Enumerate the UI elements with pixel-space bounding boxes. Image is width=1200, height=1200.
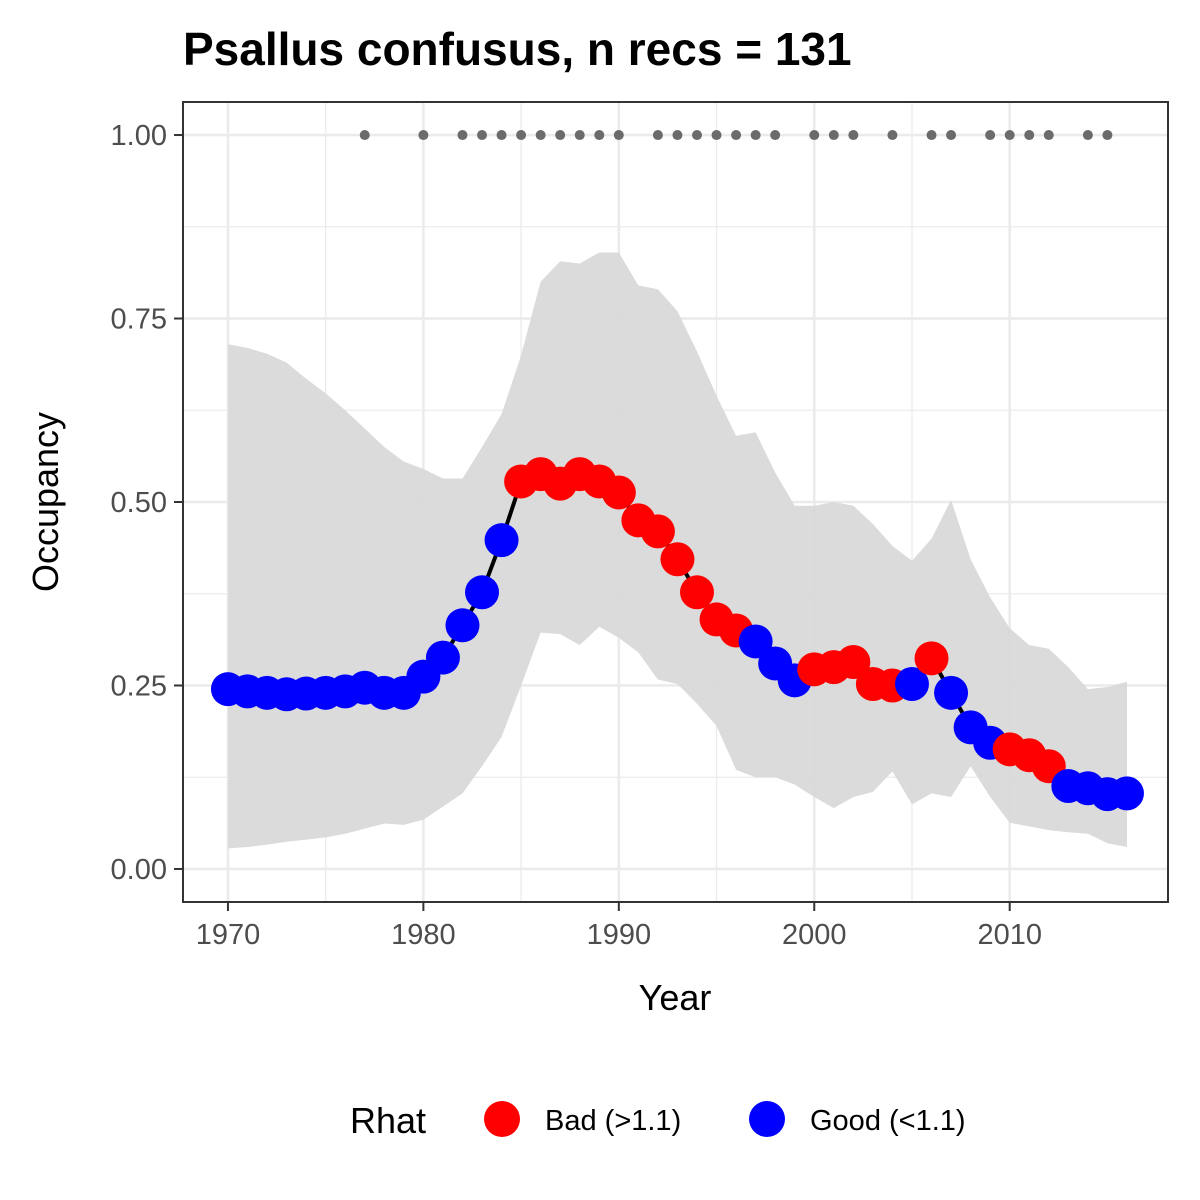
data-point-good xyxy=(934,675,969,710)
record-point xyxy=(887,130,898,141)
data-point-bad xyxy=(836,645,871,679)
record-point xyxy=(750,130,761,141)
record-point xyxy=(985,130,996,141)
data-point-good xyxy=(445,608,480,643)
record-point xyxy=(613,130,624,141)
record-point xyxy=(1043,130,1054,141)
record-point xyxy=(731,130,742,141)
y-axis: 0.00 0.25 0.50 0.75 1.00 xyxy=(111,120,183,886)
record-point xyxy=(457,130,468,141)
record-point xyxy=(770,130,781,141)
legend-title: Rhat xyxy=(350,1100,426,1141)
x-tick-label: 1990 xyxy=(587,919,652,951)
y-tick-label: 0.50 xyxy=(111,487,167,519)
record-point xyxy=(1082,130,1093,141)
data-point-bad xyxy=(601,475,636,510)
x-axis: 1970 1980 1990 2000 2010 xyxy=(196,902,1042,951)
data-point-bad xyxy=(679,575,714,610)
data-point-bad xyxy=(914,641,949,676)
record-point xyxy=(946,130,957,141)
y-axis-title: Occupancy xyxy=(25,412,66,592)
legend-label-good: Good (<1.1) xyxy=(810,1105,966,1137)
chart-title: Psallus confusus, n recs = 131 xyxy=(183,23,852,75)
record-point xyxy=(574,130,585,141)
points-layer xyxy=(210,457,1144,812)
y-tick-label: 0.25 xyxy=(111,670,167,702)
record-point xyxy=(828,130,839,141)
data-point-good xyxy=(1109,776,1144,811)
x-tick-label: 1980 xyxy=(391,919,456,951)
record-point xyxy=(418,130,429,141)
legend-swatch-good xyxy=(749,1101,785,1137)
x-axis-title: Year xyxy=(639,977,712,1018)
record-point xyxy=(516,130,527,141)
record-point xyxy=(711,130,722,141)
legend-label-bad: Bad (>1.1) xyxy=(545,1105,681,1137)
record-point xyxy=(809,130,820,141)
x-tick-label: 2010 xyxy=(977,919,1042,951)
data-point-good xyxy=(484,523,519,558)
record-point xyxy=(652,130,663,141)
record-point xyxy=(1024,130,1035,141)
x-tick-label: 2000 xyxy=(782,919,847,951)
y-tick-label: 0.75 xyxy=(111,304,167,336)
data-point-good xyxy=(738,624,773,659)
record-point xyxy=(496,130,507,141)
legend: Rhat Bad (>1.1) Good (<1.1) xyxy=(350,1100,966,1141)
record-point xyxy=(359,130,370,141)
legend-swatch-bad xyxy=(484,1101,520,1137)
record-point xyxy=(1102,130,1113,141)
data-point-good xyxy=(465,575,500,610)
data-point-bad xyxy=(640,514,675,549)
record-point xyxy=(691,130,702,141)
y-tick-label: 0.00 xyxy=(111,854,167,886)
record-point xyxy=(535,130,546,141)
data-point-good xyxy=(425,640,460,675)
data-point-bad xyxy=(660,542,695,577)
x-tick-label: 1970 xyxy=(196,919,261,951)
record-point xyxy=(594,130,605,141)
y-tick-label: 1.00 xyxy=(111,120,167,152)
record-point xyxy=(672,130,683,141)
record-point xyxy=(848,130,859,141)
record-point xyxy=(1004,130,1015,141)
record-point xyxy=(477,130,488,141)
record-point xyxy=(555,130,566,141)
record-point xyxy=(926,130,937,141)
data-point-good xyxy=(894,667,929,702)
records-layer xyxy=(359,130,1113,141)
